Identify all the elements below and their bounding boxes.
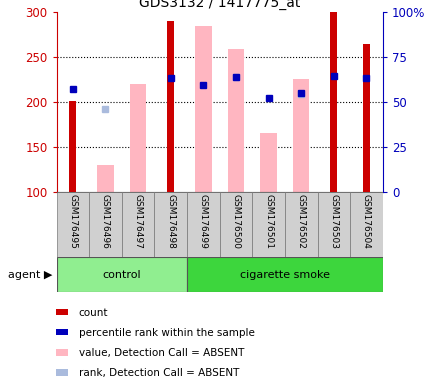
Bar <box>89 192 122 257</box>
Text: GSM176498: GSM176498 <box>166 194 175 249</box>
Bar <box>69 101 76 192</box>
Text: GSM176500: GSM176500 <box>231 194 240 249</box>
Text: GSM176504: GSM176504 <box>361 194 370 249</box>
Text: agent ▶: agent ▶ <box>8 270 52 280</box>
Bar <box>56 369 68 376</box>
Bar <box>154 192 187 257</box>
Bar <box>317 192 349 257</box>
Text: count: count <box>79 308 108 318</box>
Bar <box>56 329 68 336</box>
Bar <box>227 48 243 192</box>
Bar <box>293 79 309 192</box>
Bar <box>56 192 89 257</box>
Bar <box>187 192 219 257</box>
Bar <box>195 26 211 192</box>
Bar <box>219 192 252 257</box>
Bar <box>252 192 284 257</box>
Text: GSM176501: GSM176501 <box>263 194 273 249</box>
Bar <box>56 257 187 292</box>
Bar <box>97 165 113 192</box>
Text: value, Detection Call = ABSENT: value, Detection Call = ABSENT <box>79 348 243 358</box>
Text: GSM176499: GSM176499 <box>198 194 207 249</box>
Text: GSM176497: GSM176497 <box>133 194 142 249</box>
Text: control: control <box>102 270 141 280</box>
Bar <box>122 192 154 257</box>
Bar <box>329 12 337 192</box>
Text: rank, Detection Call = ABSENT: rank, Detection Call = ABSENT <box>79 368 239 378</box>
Text: percentile rank within the sample: percentile rank within the sample <box>79 328 254 338</box>
Bar <box>187 257 382 292</box>
Text: GSM176503: GSM176503 <box>329 194 338 249</box>
Bar <box>362 44 369 192</box>
Bar <box>167 22 174 192</box>
Bar <box>56 349 68 356</box>
Bar <box>56 309 68 315</box>
Bar <box>130 84 146 192</box>
Bar <box>349 192 382 257</box>
Text: cigarette smoke: cigarette smoke <box>240 270 329 280</box>
Bar <box>284 192 317 257</box>
Bar <box>260 133 276 192</box>
Title: GDS3132 / 1417775_at: GDS3132 / 1417775_at <box>139 0 299 10</box>
Text: GSM176496: GSM176496 <box>101 194 110 249</box>
Text: GSM176495: GSM176495 <box>68 194 77 249</box>
Text: GSM176502: GSM176502 <box>296 194 305 249</box>
